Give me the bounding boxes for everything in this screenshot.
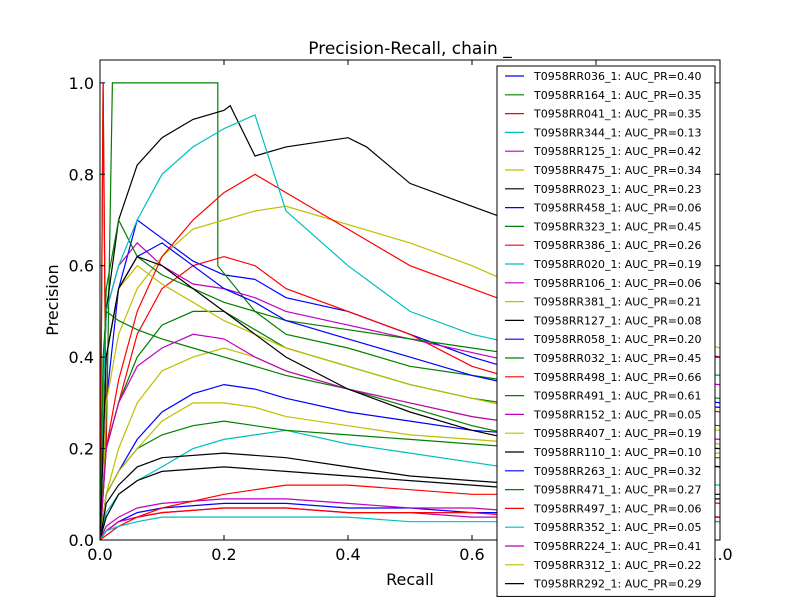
legend-entry: T0958RR292_1: AUC_PR=0.29 bbox=[533, 578, 701, 591]
axes-frame bbox=[99, 59, 721, 541]
y-tick-label: 1.0 bbox=[69, 74, 94, 93]
y-tick-label: 0.2 bbox=[69, 440, 94, 459]
legend-entry: T0958RR020_1: AUC_PR=0.19 bbox=[533, 258, 701, 271]
y-tick-label: 0.8 bbox=[69, 165, 94, 184]
legend-entry: T0958RR312_1: AUC_PR=0.22 bbox=[533, 559, 701, 572]
legend-entry: T0958RR152_1: AUC_PR=0.05 bbox=[533, 408, 701, 421]
legend-entry: T0958RR036_1: AUC_PR=0.40 bbox=[533, 70, 701, 83]
legend-entry: T0958RR344_1: AUC_PR=0.13 bbox=[533, 126, 701, 139]
legend-entry: T0958RR407_1: AUC_PR=0.19 bbox=[533, 427, 701, 440]
legend-entry: T0958RR106_1: AUC_PR=0.06 bbox=[533, 277, 701, 290]
legend-entry: T0958RR491_1: AUC_PR=0.61 bbox=[533, 390, 701, 403]
legend-entry: T0958RR497_1: AUC_PR=0.06 bbox=[533, 502, 701, 515]
legend-entry: T0958RR381_1: AUC_PR=0.21 bbox=[533, 296, 701, 309]
y-axis-label: Precision bbox=[43, 264, 62, 335]
legend-entry: T0958RR352_1: AUC_PR=0.05 bbox=[533, 521, 701, 534]
legend-entry: T0958RR164_1: AUC_PR=0.35 bbox=[533, 89, 701, 102]
legend-entry: T0958RR125_1: AUC_PR=0.42 bbox=[533, 145, 701, 158]
y-tick-label: 0.6 bbox=[69, 257, 94, 276]
legend-entry: T0958RR498_1: AUC_PR=0.66 bbox=[533, 371, 701, 384]
legend-entry: T0958RR058_1: AUC_PR=0.20 bbox=[533, 333, 701, 346]
legend-entry: T0958RR023_1: AUC_PR=0.23 bbox=[533, 183, 701, 196]
legend-entry: T0958RR323_1: AUC_PR=0.45 bbox=[533, 220, 701, 233]
legend-entry: T0958RR041_1: AUC_PR=0.35 bbox=[533, 108, 701, 121]
x-tick-label: 0.4 bbox=[335, 545, 360, 564]
legend-entry: T0958RR110_1: AUC_PR=0.10 bbox=[533, 446, 701, 459]
x-tick-label: 0.0 bbox=[87, 545, 112, 564]
y-tick-label: 0.4 bbox=[69, 348, 94, 367]
legend-entry: T0958RR224_1: AUC_PR=0.41 bbox=[533, 540, 701, 553]
legend-entry: T0958RR127_1: AUC_PR=0.08 bbox=[533, 314, 701, 327]
chart-title: Precision-Recall, chain _ bbox=[308, 39, 512, 59]
y-tick-label: 0.0 bbox=[69, 531, 94, 550]
legend-box bbox=[496, 65, 716, 597]
legend-entry: T0958RR386_1: AUC_PR=0.26 bbox=[533, 239, 701, 252]
legend-entry: T0958RR263_1: AUC_PR=0.32 bbox=[533, 465, 701, 478]
x-axis-label: Recall bbox=[386, 570, 434, 589]
x-tick-label: 0.6 bbox=[459, 545, 484, 564]
legend-entry: T0958RR032_1: AUC_PR=0.45 bbox=[533, 352, 701, 365]
legend-entry: T0958RR475_1: AUC_PR=0.34 bbox=[533, 164, 701, 177]
x-tick-label: 0.2 bbox=[211, 545, 236, 564]
legend-entry: T0958RR471_1: AUC_PR=0.27 bbox=[533, 484, 701, 497]
legend: T0958RR036_1: AUC_PR=0.40 T0958RR164_1: A… bbox=[496, 65, 716, 597]
legend-entry: T0958RR458_1: AUC_PR=0.06 bbox=[533, 202, 701, 215]
